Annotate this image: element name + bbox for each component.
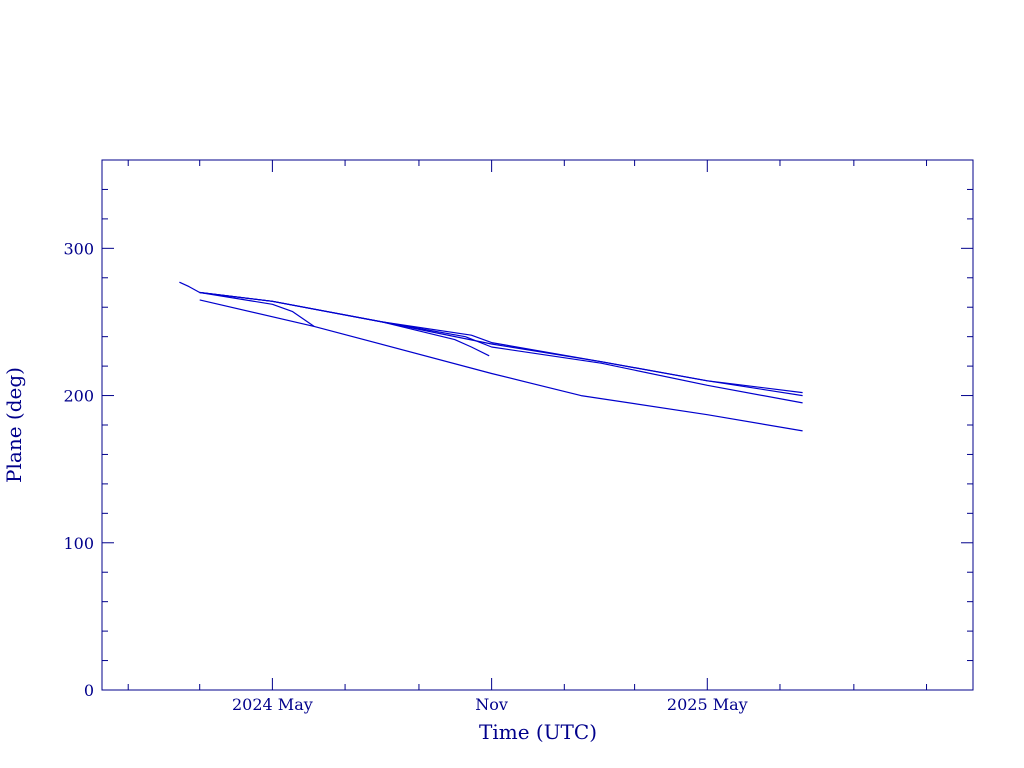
series-line-4 [199,291,315,327]
x-tick-label: 2025 May [667,695,748,714]
major-ticks [102,160,973,691]
series-group [179,281,803,432]
y-tick-label: 100 [63,534,94,553]
y-tick-label: 200 [63,387,94,406]
plot-frame [101,159,974,691]
series-line-5 [381,321,490,357]
y-tick-labels: 0 100 200 300 [63,239,94,700]
x-tick-label: 2024 May [232,695,313,714]
series-line-3 [199,291,803,404]
series-line-6 [199,299,803,432]
x-axis-title: Time (UTC) [479,720,597,744]
series-line-2 [199,291,803,397]
x-tick-labels: 2024 May Nov 2025 May [232,695,748,714]
series-line-1 [179,281,803,394]
y-axis-title: Plane (deg) [2,367,26,483]
minor-ticks [102,159,973,690]
y-tick-label: 0 [84,681,94,700]
x-tick-label: Nov [475,695,508,714]
y-tick-label: 300 [63,239,94,258]
